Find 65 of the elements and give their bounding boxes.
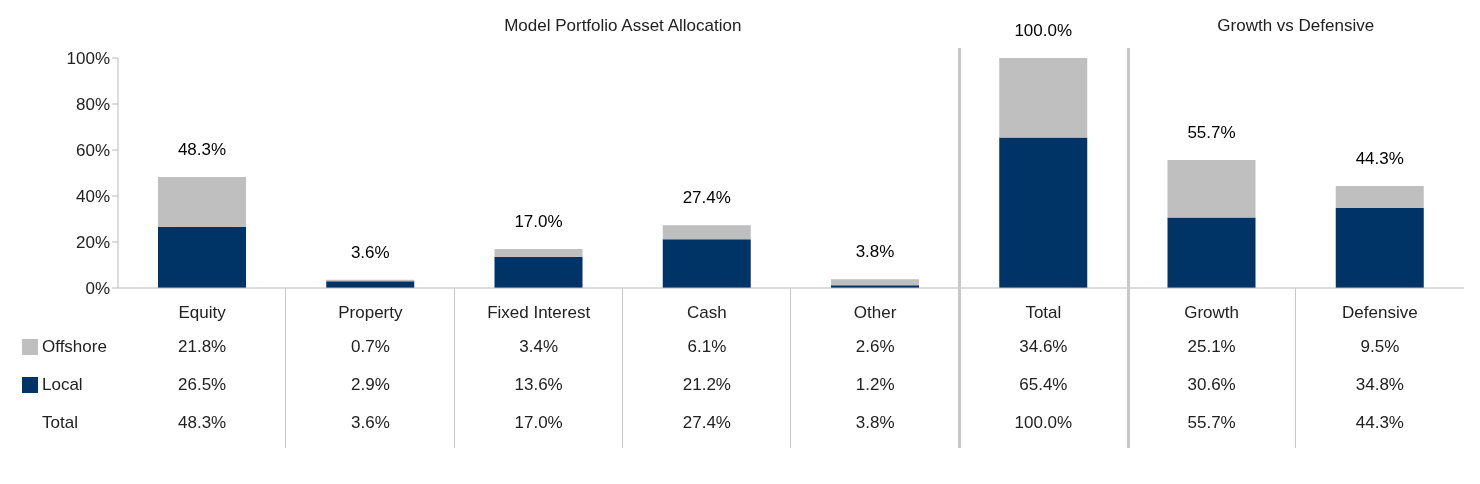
data-label: 3.4%	[518, 336, 559, 358]
bar	[999, 137, 1088, 288]
y-tick-label: 20%	[75, 233, 110, 253]
total-label: 44.3%	[1355, 149, 1404, 169]
y-tick-label: 40%	[75, 187, 110, 207]
bar	[1167, 159, 1256, 218]
bar	[494, 256, 583, 288]
text: 27.4%	[682, 413, 731, 432]
text: Growth vs Defensive	[1216, 16, 1376, 36]
data-label: 65.4%	[1018, 374, 1069, 396]
total-label: 100.0%	[1014, 21, 1073, 40]
legend-label: Offshore	[42, 336, 107, 358]
total-label: 27.4%	[682, 188, 731, 208]
text: 55.7%	[1187, 413, 1236, 432]
data-label: 2.9%	[350, 374, 391, 396]
y-tick-label: 100%	[66, 49, 110, 69]
data-label: 26.5%	[177, 374, 228, 396]
total-label: 3.6%	[350, 242, 390, 262]
x-tick-label: Other	[853, 303, 897, 323]
data-label: 30.6%	[1186, 374, 1237, 396]
data-label: 34.6%	[1018, 336, 1069, 358]
total-label: 3.8%	[855, 242, 895, 262]
data-label: 13.6%	[513, 374, 564, 396]
data-label: 2.6%	[854, 336, 896, 358]
text: 48.3%	[178, 413, 227, 432]
bar	[1167, 217, 1256, 288]
x-tick-label: Defensive	[1342, 303, 1418, 323]
text: 17.0%	[514, 413, 563, 432]
bar	[999, 58, 1088, 138]
bar	[1335, 186, 1424, 208]
y-tick-label: 60%	[75, 141, 110, 161]
x-tick-label: Fixed Interest	[487, 303, 591, 323]
text: 44.3%	[1355, 413, 1404, 432]
data-label: 25.1%	[1186, 336, 1237, 358]
x-tick-label: Equity	[178, 303, 227, 323]
text: 100.0%	[1014, 413, 1073, 432]
text: 3.8%	[855, 413, 895, 432]
x-tick-label: Total	[1025, 303, 1062, 323]
x-tick-label: Cash	[687, 303, 727, 323]
data-label: 6.1%	[686, 336, 728, 358]
y-tick-label: 0%	[85, 279, 110, 299]
data-label: 9.5%	[1359, 336, 1401, 358]
bar	[494, 248, 583, 257]
x-tick-label: Property	[338, 303, 403, 323]
text: Total	[42, 412, 79, 434]
text: 3.6%	[351, 413, 390, 432]
bar	[831, 279, 919, 286]
total-label: 48.3%	[177, 139, 227, 159]
bar	[1335, 207, 1424, 288]
data-label: 21.2%	[681, 374, 732, 396]
bar	[326, 281, 415, 288]
data-label: 0.7%	[350, 336, 391, 358]
data-label: 21.8%	[177, 336, 228, 358]
chart-title: Model Portfolio Asset Allocation	[504, 16, 742, 35]
x-tick-label: Growth	[1184, 303, 1240, 323]
bar	[158, 227, 246, 288]
total-label: 55.7%	[1187, 122, 1236, 142]
y-tick-label: 80%	[75, 95, 110, 115]
bar	[662, 239, 751, 288]
bar	[158, 176, 246, 228]
data-label: 34.8%	[1354, 374, 1405, 396]
data-label: 1.2%	[854, 374, 896, 396]
total-label: 17.0%	[514, 211, 563, 231]
legend-label: Local	[42, 374, 83, 396]
bar	[662, 225, 751, 240]
